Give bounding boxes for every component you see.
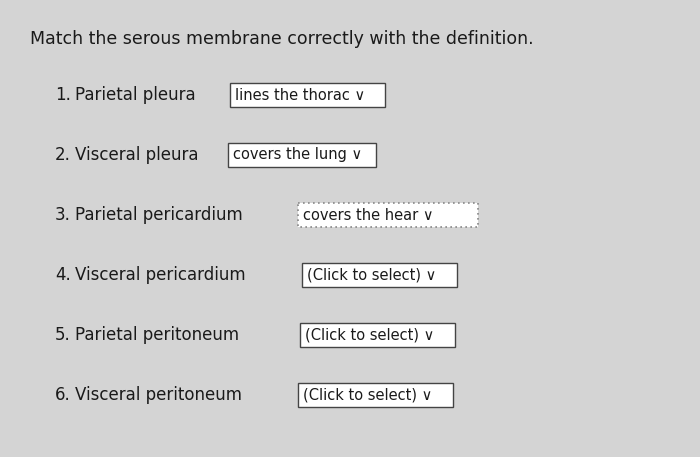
Text: Parietal peritoneum: Parietal peritoneum bbox=[75, 326, 239, 344]
Text: lines the thorac ∨: lines the thorac ∨ bbox=[235, 87, 365, 102]
Text: covers the hear ∨: covers the hear ∨ bbox=[303, 207, 433, 223]
FancyBboxPatch shape bbox=[300, 323, 455, 347]
FancyBboxPatch shape bbox=[228, 143, 376, 167]
Text: 6.: 6. bbox=[55, 386, 71, 404]
Text: Parietal pericardium: Parietal pericardium bbox=[75, 206, 243, 224]
Text: Match the serous membrane correctly with the definition.: Match the serous membrane correctly with… bbox=[30, 30, 533, 48]
Text: (Click to select) ∨: (Click to select) ∨ bbox=[303, 388, 433, 403]
Text: Visceral pericardium: Visceral pericardium bbox=[75, 266, 246, 284]
Text: Parietal pleura: Parietal pleura bbox=[75, 86, 195, 104]
Text: 1.: 1. bbox=[55, 86, 71, 104]
FancyBboxPatch shape bbox=[302, 263, 457, 287]
FancyBboxPatch shape bbox=[230, 83, 385, 107]
Text: 2.: 2. bbox=[55, 146, 71, 164]
FancyBboxPatch shape bbox=[298, 203, 478, 227]
Text: covers the lung ∨: covers the lung ∨ bbox=[233, 148, 363, 163]
Text: 3.: 3. bbox=[55, 206, 71, 224]
Text: (Click to select) ∨: (Click to select) ∨ bbox=[307, 267, 436, 282]
Text: (Click to select) ∨: (Click to select) ∨ bbox=[305, 328, 435, 342]
Text: Visceral pleura: Visceral pleura bbox=[75, 146, 199, 164]
Text: Visceral peritoneum: Visceral peritoneum bbox=[75, 386, 242, 404]
Text: 5.: 5. bbox=[55, 326, 71, 344]
Text: 4.: 4. bbox=[55, 266, 71, 284]
FancyBboxPatch shape bbox=[298, 383, 453, 407]
